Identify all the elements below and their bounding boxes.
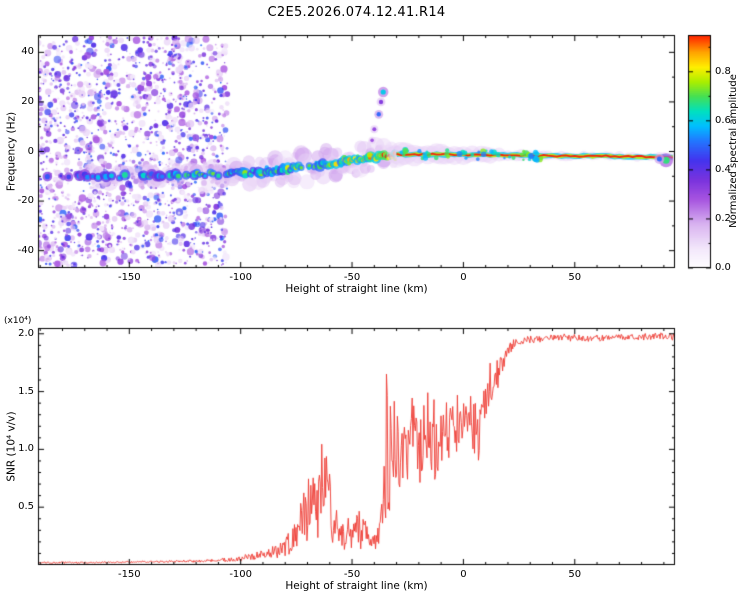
figure: C2E5.2026.074.12.41.R14 Frequency (Hz) H… <box>0 0 750 600</box>
plots-canvas <box>0 0 750 600</box>
